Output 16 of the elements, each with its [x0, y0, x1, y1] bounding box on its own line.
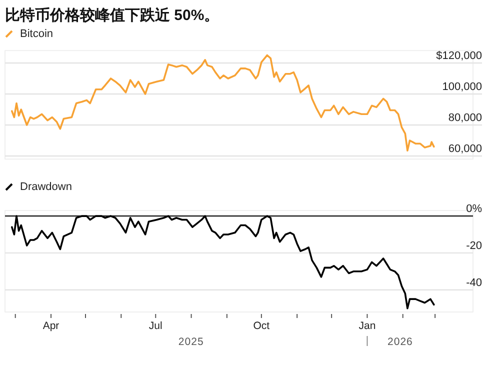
text: 2026 [388, 336, 413, 348]
x-tick-label: Oct [253, 320, 270, 332]
x-tick-label: Jan [358, 320, 376, 332]
y-tick-label: $120,000 [436, 50, 482, 62]
y-tick-label: 60,000 [448, 143, 482, 155]
x-tick-label: Jul [148, 320, 162, 332]
y-tick-label: -40 [466, 276, 482, 289]
legend-label: Bitcoin [20, 28, 54, 40]
y-tick-label: 100,000 [442, 81, 482, 93]
text: 2025 [178, 336, 204, 348]
y-tick-label: 80,000 [448, 112, 482, 124]
y-tick-label: -20 [466, 240, 482, 252]
y-tick-label: 0% [466, 203, 482, 216]
x-tick-label: Apr [42, 320, 60, 332]
legend-label: Drawdown [20, 181, 72, 193]
chart-title: 比特币价格较峰值下跌近 50%。 [5, 7, 220, 24]
